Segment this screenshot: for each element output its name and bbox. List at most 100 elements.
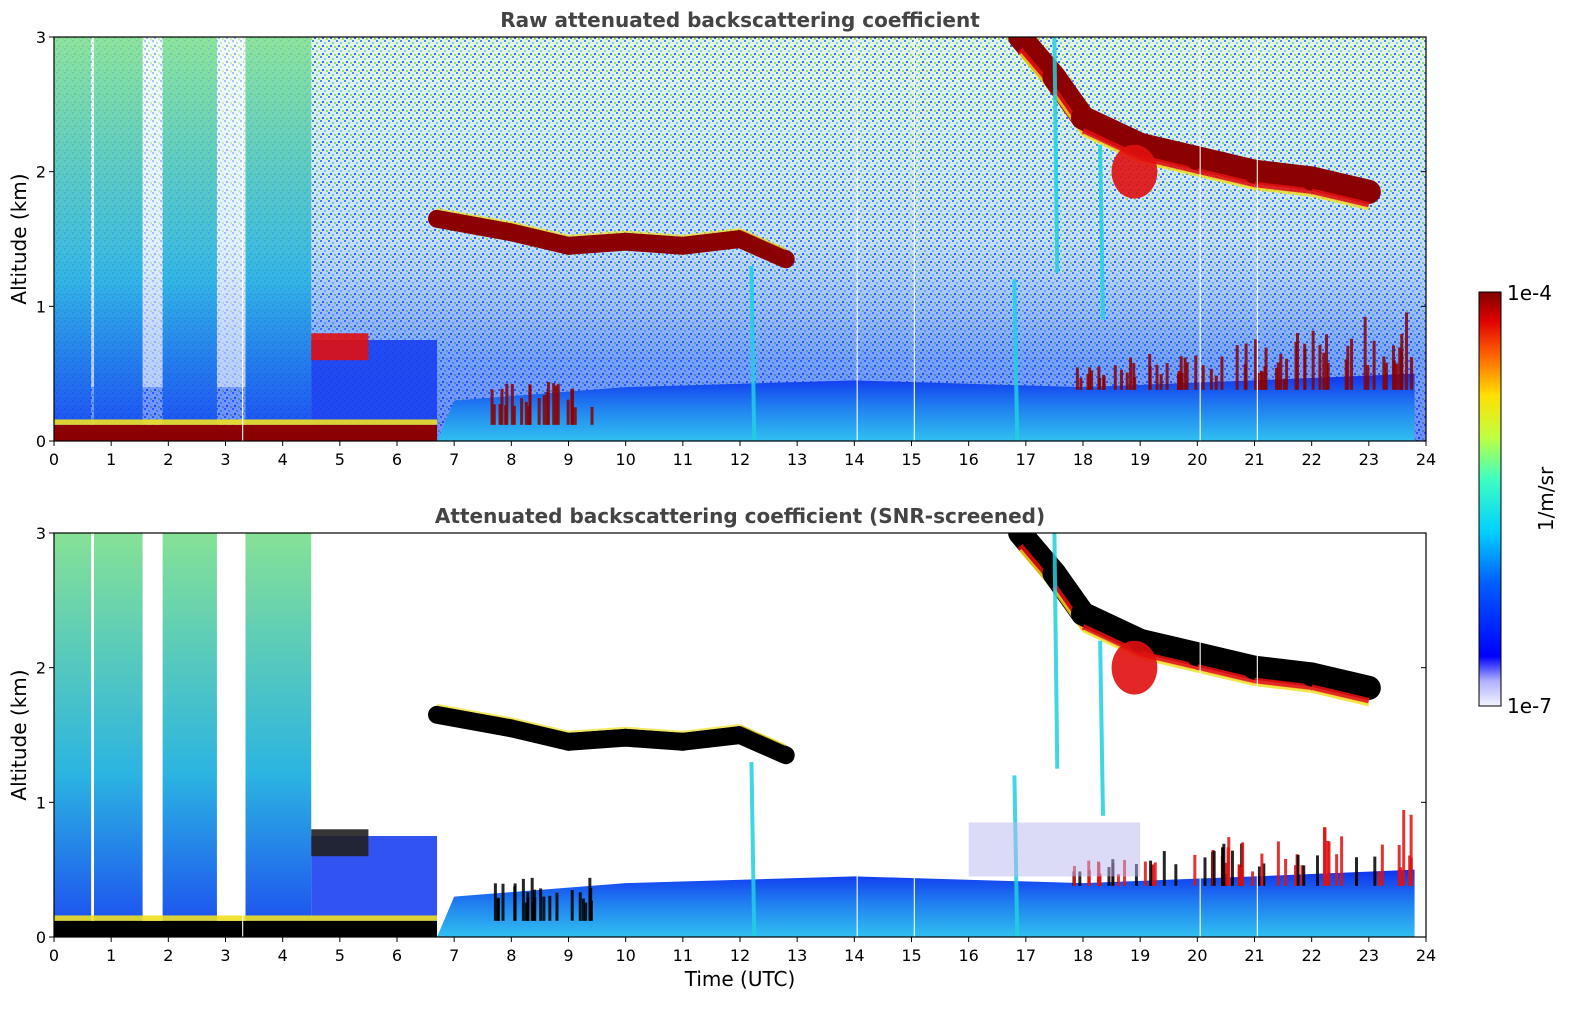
x-tick-label: 15 (901, 450, 921, 469)
colorbar: 1e-4 1e-7 1/m/sr (1478, 281, 1558, 718)
x-tick-label: 24 (1416, 450, 1436, 469)
cloud-segment (428, 705, 521, 738)
x-tick-label: 10 (615, 450, 635, 469)
cloud-segment (673, 230, 749, 255)
cloud-edge (1311, 689, 1370, 707)
x-axis: 0 1 2 3 4 5 6 7 8 9 10 11 12 13 14 15 16 17 18 19 20 21 22 23 24 (49, 441, 1436, 469)
y-axis: 0 1 2 3 (36, 28, 1426, 451)
precip-column (245, 533, 312, 937)
x-tick-label: 13 (787, 946, 807, 965)
surface-layer (54, 424, 438, 441)
cloud-edge (436, 703, 512, 720)
x-tick-label: 6 (392, 946, 402, 965)
x-axis-label: Time (UTC) (684, 967, 796, 991)
x-tick-label: 23 (1359, 946, 1379, 965)
x-tick-label: 19 (1130, 946, 1150, 965)
cloud-edge (1254, 187, 1312, 197)
heatmap-features (54, 37, 1415, 441)
x-tick-label: 16 (958, 450, 978, 469)
x-tick-label: 1 (106, 450, 116, 469)
x-tick-label: 22 (1301, 450, 1321, 469)
cloud-segment (1299, 662, 1381, 700)
virga-streak (749, 265, 757, 441)
x-tick-label: 3 (220, 946, 230, 965)
x-tick-label: 17 (1016, 450, 1036, 469)
x-tick-label: 18 (1073, 946, 1093, 965)
x-tick-label: 13 (787, 450, 807, 469)
cloud-edge (1254, 181, 1313, 195)
cloud-segment (559, 728, 635, 751)
x-tick-label: 14 (844, 946, 864, 965)
cloud-edge (739, 228, 787, 251)
cloud-segment (502, 719, 578, 751)
x-tick-label: 2 (163, 450, 173, 469)
colorbar-unit-label: 1/m/sr (1534, 466, 1558, 531)
chart-title: Raw attenuated backscattering coefficien… (500, 8, 980, 32)
cloud-segment (673, 726, 749, 751)
cloud-edge (739, 724, 787, 747)
x-tick-label: 18 (1073, 450, 1093, 469)
x-tick-label: 11 (673, 946, 693, 965)
cloud-edge (682, 228, 741, 237)
precip-column (94, 37, 143, 441)
raw-backscatter-panel: Raw attenuated backscattering coefficien… (7, 8, 1436, 469)
cloud-edge (625, 230, 683, 237)
cloud-edge (511, 221, 569, 237)
x-tick-label: 14 (844, 450, 864, 469)
x-tick-label: 10 (615, 946, 635, 965)
cloud-edge (1254, 683, 1312, 693)
x-tick-label: 9 (563, 946, 573, 965)
cloud-edge (1311, 193, 1370, 211)
cloud-edge (568, 230, 626, 237)
heatmap-features (54, 533, 1415, 937)
x-tick-label: 9 (563, 450, 573, 469)
cloud-segment (731, 726, 795, 765)
x-tick-label: 12 (730, 946, 750, 965)
y-tick-label: 2 (36, 163, 46, 182)
x-tick-label: 12 (730, 450, 750, 469)
x-tick-label: 0 (49, 450, 59, 469)
x-tick-label: 15 (901, 946, 921, 965)
cloud-edge (436, 207, 512, 224)
cloud-segment (616, 728, 692, 751)
cloud-segment (559, 232, 635, 255)
cloud-edge (1310, 188, 1370, 208)
x-tick-label: 1 (106, 946, 116, 965)
screened-haze (968, 822, 1141, 877)
colorbar-min-label: 1e-7 (1507, 694, 1552, 718)
y-tick-label: 1 (36, 297, 46, 316)
cloud-edge (1310, 684, 1370, 704)
precip-column (162, 533, 217, 937)
x-tick-label: 22 (1301, 946, 1321, 965)
clear-gap (91, 37, 95, 388)
y-tick-label: 3 (36, 28, 46, 47)
virga-streak (1012, 279, 1020, 441)
precip-column (245, 37, 312, 441)
surface-layer-edge (54, 419, 438, 425)
cloud-edge (511, 717, 569, 733)
precip-column (54, 37, 92, 441)
colorbar-max-label: 1e-4 (1507, 281, 1552, 305)
cloud-segment (616, 232, 692, 255)
x-tick-label: 7 (449, 946, 459, 965)
boundary-layer (437, 869, 1415, 937)
x-tick-label: 20 (1187, 450, 1207, 469)
x-tick-label: 8 (506, 450, 516, 469)
y-tick-label: 3 (36, 524, 46, 543)
y-axis-label: Altitude (km) (7, 669, 31, 800)
x-tick-label: 4 (278, 946, 288, 965)
cloud-edge (568, 726, 626, 733)
y-tick-label: 0 (36, 432, 46, 451)
cloud-edge (1196, 168, 1256, 188)
virga-streak (749, 761, 757, 937)
aerosol-layer (311, 333, 369, 361)
x-tick-label: 4 (278, 450, 288, 469)
cloud-bulge (1111, 144, 1158, 199)
x-tick-label: 21 (1244, 946, 1264, 965)
chart-title: Attenuated backscattering coefficient (S… (435, 504, 1045, 528)
virga-streak (1052, 37, 1060, 273)
cloud-segment (1299, 166, 1381, 204)
y-tick-label: 0 (36, 928, 46, 947)
x-tick-label: 23 (1359, 450, 1379, 469)
